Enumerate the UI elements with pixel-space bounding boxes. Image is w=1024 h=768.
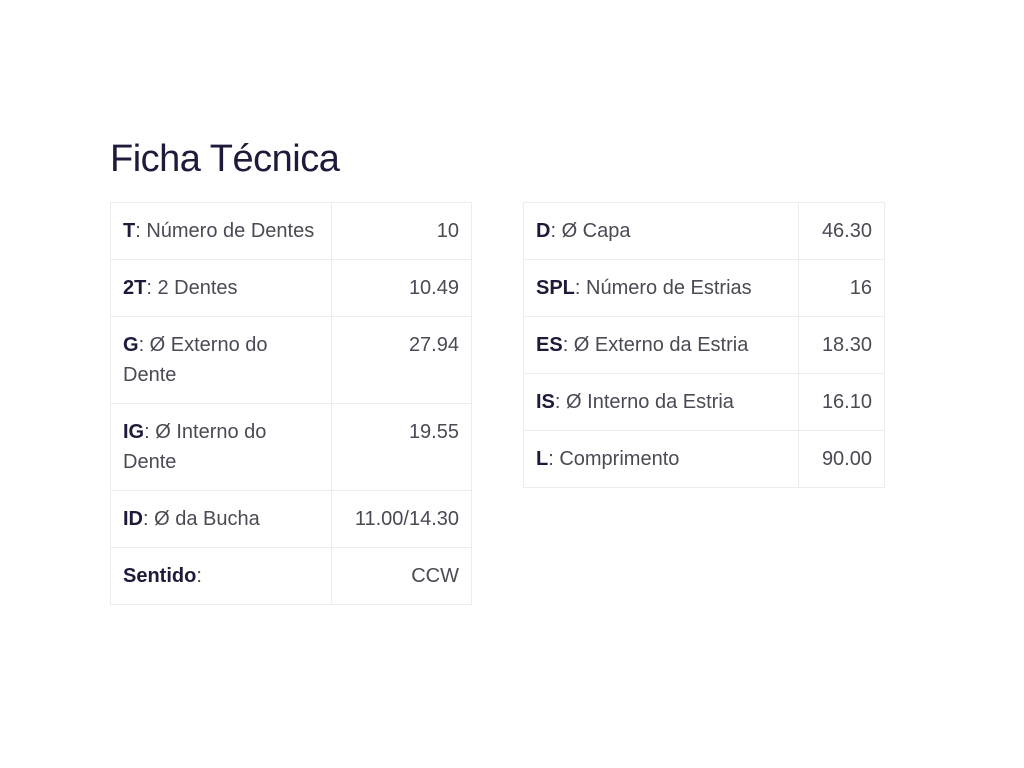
spec-value: 19.55 [331,403,472,491]
spec-description: : Comprimento [548,448,680,470]
spec-value: CCW [331,547,472,605]
spec-label: ID: Ø da Bucha [110,490,332,548]
table-row: SPL: Número de Estrias 16 [523,259,885,317]
spec-value: 10.49 [331,259,472,317]
spec-description: : Ø Interno da Estria [554,391,734,413]
spec-code: D [536,220,551,242]
spec-description: : Ø Externo da Estria [562,334,749,356]
spec-label: L: Comprimento [523,430,799,488]
table-row: 2T: 2 Dentes 10.49 [110,259,472,317]
spec-table-left: T: Número de Dentes 10 2T: 2 Dentes 10.49 G:… [110,202,472,605]
spec-description: : Ø da Bucha [143,508,260,530]
spec-value: 90.00 [798,430,885,488]
spec-label: SPL: Número de Estrias [523,259,799,317]
spec-description: : Ø Capa [550,220,631,242]
spec-label: T: Número de Dentes [110,202,332,260]
spec-label: Sentido: [110,547,332,605]
spec-value: 10 [331,202,472,260]
spec-code: ID [123,508,143,530]
spec-code: T [123,220,136,242]
spec-value: 11.00/14.30 [331,490,472,548]
table-row: IS: Ø Interno da Estria 16.10 [523,373,885,431]
spec-code: IG [123,421,145,443]
spec-description: : Ø Externo do Dente [123,334,268,386]
spec-code: ES [536,334,563,356]
spec-description: : [196,565,202,587]
table-row: T: Número de Dentes 10 [110,202,472,260]
spec-label: 2T: 2 Dentes [110,259,332,317]
spec-code: G [123,334,139,356]
spec-label: D: Ø Capa [523,202,799,260]
spec-label: IS: Ø Interno da Estria [523,373,799,431]
spec-description: : Número de Dentes [135,220,315,242]
table-row: ID: Ø da Bucha 11.00/14.30 [110,490,472,548]
table-row: IG: Ø Interno do Dente 19.55 [110,403,472,491]
spec-description: : Número de Estrias [574,277,752,299]
spec-value: 16.10 [798,373,885,431]
table-row: L: Comprimento 90.00 [523,430,885,488]
table-row: ES: Ø Externo da Estria 18.30 [523,316,885,374]
spec-label: ES: Ø Externo da Estria [523,316,799,374]
spec-table-right: D: Ø Capa 46.30 SPL: Número de Estrias 16 ES… [523,202,885,488]
spec-code: 2T [123,277,147,299]
table-row: D: Ø Capa 46.30 [523,202,885,260]
spec-value: 16 [798,259,885,317]
spec-code: SPL [536,277,575,299]
spec-code: IS [536,391,555,413]
spec-value: 46.30 [798,202,885,260]
spec-description: : Ø Interno do Dente [123,421,267,473]
table-row: G: Ø Externo do Dente 27.94 [110,316,472,404]
table-row: Sentido: CCW [110,547,472,605]
spec-label: G: Ø Externo do Dente [110,316,332,404]
spec-label: IG: Ø Interno do Dente [110,403,332,491]
page-title: Ficha Técnica [110,138,340,180]
spec-value: 18.30 [798,316,885,374]
spec-code: L [536,448,549,470]
spec-code: Sentido [123,565,197,587]
spec-description: : 2 Dentes [146,277,238,299]
spec-value: 27.94 [331,316,472,404]
